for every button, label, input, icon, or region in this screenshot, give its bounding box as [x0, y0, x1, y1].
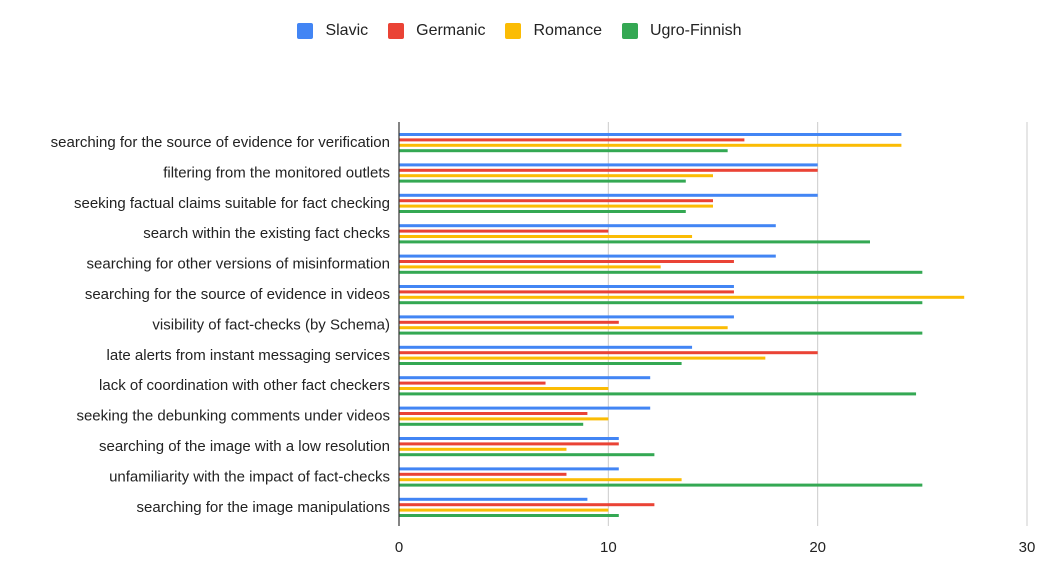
category-label-2: seeking factual claims suitable for fact… — [74, 195, 390, 212]
category-label-11: unfamiliarity with the impact of fact-ch… — [109, 468, 390, 485]
bar-ugro-finnish-0[interactable] — [399, 149, 728, 153]
legend-item-romance[interactable]: Romance — [505, 22, 602, 40]
category-label-1: filtering from the monitored outlets — [163, 164, 390, 181]
bar-germanic-9[interactable] — [399, 412, 588, 415]
bar-ugro-finnish-8[interactable] — [399, 392, 917, 396]
legend-item-slavic[interactable]: Slavic — [297, 22, 368, 40]
bar-slavic-0[interactable] — [399, 133, 902, 136]
bar-germanic-8[interactable] — [399, 381, 546, 385]
bar-ugro-finnish-7[interactable] — [399, 362, 682, 365]
legend: Slavic Germanic Romance Ugro-Finnish — [0, 22, 1039, 40]
bar-ugro-finnish-11[interactable] — [399, 483, 923, 487]
bar-romance-8[interactable] — [399, 387, 609, 390]
legend-swatch-romance — [505, 23, 522, 39]
bar-germanic-7[interactable] — [399, 351, 818, 355]
legend-swatch-ugro-finnish — [621, 23, 638, 39]
bar-romance-1[interactable] — [399, 174, 713, 178]
bar-ugro-finnish-10[interactable] — [399, 453, 655, 457]
category-label-8: lack of coordination with other fact che… — [99, 377, 390, 394]
bar-romance-7[interactable] — [399, 356, 766, 360]
bar-romance-0[interactable] — [399, 143, 902, 147]
bar-romance-5[interactable] — [399, 295, 965, 299]
category-label-6: visibility of fact-checks (by Schema) — [152, 316, 390, 333]
category-label-10: searching of the image with a low resolu… — [99, 438, 390, 455]
x-tick-label-30: 30 — [1019, 539, 1036, 556]
bar-slavic-5[interactable] — [399, 285, 734, 288]
legend-swatch-germanic — [388, 23, 405, 39]
bar-germanic-0[interactable] — [399, 138, 745, 142]
bar-germanic-12[interactable] — [399, 503, 655, 507]
bar-ugro-finnish-9[interactable] — [399, 422, 584, 426]
bar-romance-4[interactable] — [399, 265, 661, 269]
bar-germanic-3[interactable] — [399, 229, 609, 233]
x-tick-label-0: 0 — [395, 539, 403, 556]
bar-ugro-finnish-4[interactable] — [399, 270, 923, 274]
bar-germanic-5[interactable] — [399, 290, 734, 294]
category-label-0: searching for the source of evidence for… — [51, 134, 390, 151]
x-tick-label-20: 20 — [809, 539, 826, 556]
legend-item-germanic[interactable]: Germanic — [388, 22, 485, 40]
bar-slavic-11[interactable] — [399, 467, 619, 471]
category-label-7: late alerts from instant messaging servi… — [107, 347, 390, 364]
bar-slavic-1[interactable] — [399, 163, 818, 167]
legend-label-ugro-finnish: Ugro-Finnish — [649, 22, 742, 39]
legend-label-germanic: Germanic — [416, 22, 486, 39]
bar-slavic-12[interactable] — [399, 497, 588, 501]
bar-germanic-1[interactable] — [399, 168, 818, 172]
bar-germanic-4[interactable] — [399, 260, 734, 263]
bar-slavic-6[interactable] — [399, 315, 734, 319]
legend-item-ugro-finnish[interactable]: Ugro-Finnish — [621, 22, 742, 40]
bar-ugro-finnish-5[interactable] — [399, 301, 923, 305]
category-label-9: seeking the debunking comments under vid… — [76, 408, 390, 425]
bar-romance-2[interactable] — [399, 204, 713, 208]
category-label-12: searching for the image manipulations — [137, 499, 390, 516]
bar-germanic-6[interactable] — [399, 320, 619, 324]
category-label-3: search within the existing fact checks — [143, 225, 390, 242]
bar-ugro-finnish-3[interactable] — [399, 240, 870, 244]
bar-romance-11[interactable] — [399, 478, 682, 482]
bar-romance-9[interactable] — [399, 417, 609, 421]
bar-ugro-finnish-6[interactable] — [399, 331, 923, 335]
bar-germanic-11[interactable] — [399, 472, 567, 476]
legend-label-slavic: Slavic — [325, 22, 369, 39]
bar-romance-12[interactable] — [399, 508, 609, 512]
bar-slavic-3[interactable] — [399, 224, 776, 228]
x-tick-label-10: 10 — [600, 539, 617, 556]
bar-slavic-8[interactable] — [399, 376, 651, 380]
legend-swatch-slavic — [297, 23, 314, 39]
bar-romance-10[interactable] — [399, 447, 567, 451]
bar-romance-3[interactable] — [399, 235, 693, 238]
bar-slavic-9[interactable] — [399, 406, 651, 410]
category-label-4: searching for other versions of misinfor… — [87, 256, 390, 273]
bar-germanic-10[interactable] — [399, 442, 619, 446]
bar-ugro-finnish-1[interactable] — [399, 179, 686, 183]
bar-slavic-10[interactable] — [399, 437, 619, 440]
category-label-5: searching for the source of evidence in … — [85, 286, 390, 303]
bar-germanic-2[interactable] — [399, 199, 713, 203]
bar-slavic-7[interactable] — [399, 345, 693, 349]
bar-slavic-2[interactable] — [399, 193, 818, 197]
bar-romance-6[interactable] — [399, 326, 728, 330]
bar-ugro-finnish-12[interactable] — [399, 514, 619, 517]
bar-slavic-4[interactable] — [399, 254, 776, 258]
legend-label-romance: Romance — [533, 22, 602, 39]
bar-ugro-finnish-2[interactable] — [399, 210, 686, 213]
